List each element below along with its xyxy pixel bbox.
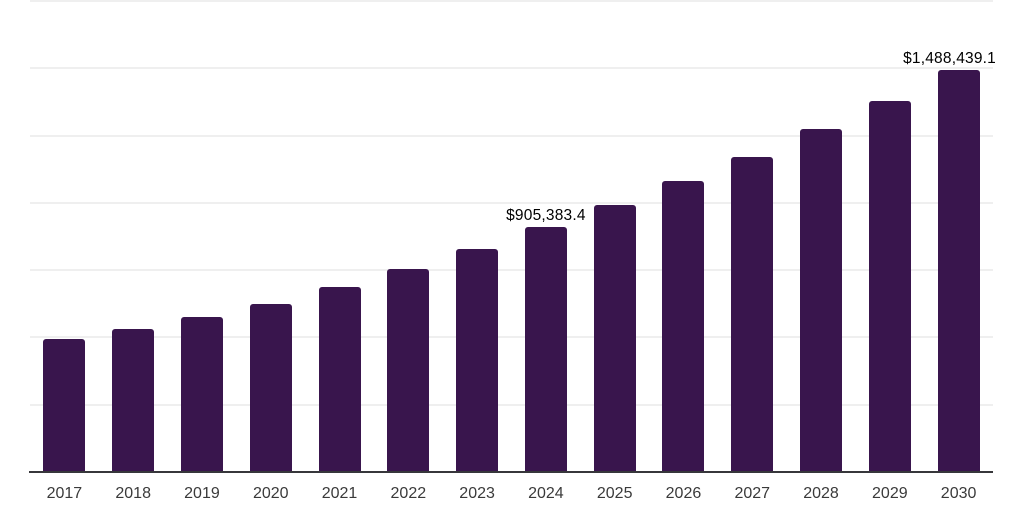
bar-2023 [456, 249, 499, 471]
bar-2019 [180, 317, 223, 471]
bar-2028 [800, 129, 843, 471]
x-tick-2027: 2027 [734, 485, 771, 502]
gridline [30, 0, 993, 2]
bar-2020 [249, 304, 292, 471]
gridline [30, 336, 993, 339]
x-tick-2029: 2029 [872, 485, 908, 502]
gridline [30, 403, 993, 406]
gridline [30, 67, 993, 70]
bar-2026 [662, 181, 705, 471]
bar-2030 [937, 70, 980, 471]
gridline [30, 134, 993, 137]
bar-2029 [868, 101, 911, 471]
data-label-2030: $1,488,439.1 [903, 50, 996, 68]
bar-2018 [112, 329, 155, 471]
x-tick-2026: 2026 [665, 485, 702, 502]
x-tick-2024: 2024 [528, 485, 564, 502]
bar-2021 [318, 287, 361, 471]
bar-2017 [43, 339, 86, 471]
x-tick-2030: 2030 [940, 485, 977, 502]
x-tick-2019: 2019 [184, 485, 220, 502]
gridline [30, 269, 993, 272]
bar-2027 [731, 157, 774, 471]
bar-2024 [524, 227, 567, 471]
bar-2025 [593, 205, 636, 471]
x-tick-2028: 2028 [803, 485, 839, 502]
gridline [30, 201, 993, 204]
x-axis-line [29, 471, 993, 473]
x-tick-2022: 2022 [390, 485, 427, 502]
x-tick-2025: 2025 [596, 485, 633, 502]
bar-2022 [387, 269, 430, 471]
x-tick-2020: 2020 [252, 485, 289, 502]
x-tick-2023: 2023 [459, 485, 495, 502]
data-label-2024: $905,383.4 [506, 207, 586, 225]
x-tick-2017: 2017 [46, 485, 83, 502]
x-tick-2021: 2021 [321, 485, 358, 502]
x-tick-2018: 2018 [115, 485, 151, 502]
